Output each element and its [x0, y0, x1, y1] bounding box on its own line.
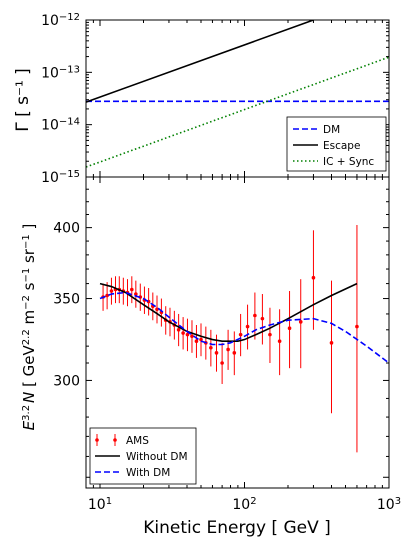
spectrum-x-tick-label: 103 — [377, 496, 401, 514]
ams-data-point — [185, 332, 190, 337]
spectrum-legend-label: With DM — [126, 467, 170, 479]
spectrum-legend-label: AMS — [126, 435, 149, 447]
spectrum-legend-swatch — [95, 438, 99, 442]
spectrum-series-layer — [99, 224, 389, 453]
spectrum-x-tick-labels: 101 102 103 — [88, 496, 401, 514]
ams-data-point — [253, 313, 257, 318]
ams-data-point — [245, 324, 250, 329]
ams-data-point — [190, 334, 194, 339]
rate-panel: 10−15 10−14 10−13 10−12 Γ [ s⁻¹ ] DM Escape I… — [13, 12, 390, 187]
ams-data-point — [277, 339, 282, 343]
ams-data-point — [311, 275, 316, 280]
escape-rate-line — [86, 20, 314, 103]
spectrum-y-axis-label: E3.2N [ GeV2.2 m−2 s−1 sr−1 ] — [20, 224, 38, 431]
spectrum-panel: 300 350 400 101 102 103 E3.2N [ GeV2.2 m−2 s… — [20, 176, 401, 538]
ams-data-point — [199, 337, 203, 342]
spectrum-axis-ticks — [85, 176, 390, 488]
rate-legend-label: Escape — [323, 140, 360, 152]
rate-y-axis-label: Γ [ s⁻¹ ] — [13, 68, 33, 132]
rate-legend-box — [286, 116, 387, 172]
ams-data-point — [329, 341, 334, 345]
spectrum-y-tick-label: 400 — [53, 221, 80, 237]
spectrum-x-tick-label: 101 — [88, 496, 112, 514]
ams-data-point — [355, 324, 359, 329]
rate-legend-label: DM — [323, 124, 340, 136]
ams-data-point — [260, 316, 265, 321]
rate-y-tick-label: 10−13 — [41, 64, 80, 82]
ams-data-point — [268, 332, 272, 337]
rate-y-tick-label: 10−12 — [41, 12, 80, 30]
spectrum-y-tick-label: 300 — [53, 373, 80, 389]
rate-legend-label: IC + Sync — [323, 156, 374, 168]
ams-data-point — [226, 347, 230, 352]
ams-data-point — [105, 293, 109, 298]
ams-data-point — [238, 332, 243, 337]
ams-data-point — [181, 331, 185, 335]
ams-data-point — [209, 346, 213, 350]
without-dm-line — [99, 282, 358, 342]
rate-legend: DM Escape IC + Sync — [286, 116, 387, 172]
spectrum-y-tick-label: 350 — [53, 292, 80, 308]
spectrum-legend-label: Without DM — [126, 451, 188, 463]
ic-sync-rate-line — [86, 56, 389, 168]
spectrum-x-axis-label: Kinetic Energy [ GeV ] — [143, 518, 331, 538]
spectrum-legend-swatch — [113, 438, 117, 442]
ams-data-point — [176, 328, 181, 332]
ams-data-point — [155, 307, 159, 312]
ams-data-point — [287, 326, 292, 330]
ams-data-point — [194, 339, 199, 343]
ams-data-point — [298, 320, 303, 324]
rate-y-tick-labels: 10−15 10−14 10−13 10−12 — [41, 12, 80, 187]
ams-data-point — [232, 351, 237, 355]
spectrum-legend: AMS Without DM With DM — [89, 427, 197, 485]
ams-data-point — [130, 287, 134, 292]
rate-series-layer — [86, 20, 389, 168]
ams-data-point — [220, 361, 224, 365]
rate-y-tick-label: 10−15 — [41, 169, 80, 187]
rate-y-tick-label: 10−14 — [41, 116, 80, 134]
ams-data-point — [214, 351, 219, 355]
ams-data-point — [109, 289, 114, 293]
with-dm-line — [99, 291, 389, 364]
spectrum-y-tick-labels: 300 350 400 — [53, 221, 80, 390]
spectrum-x-tick-label: 102 — [232, 496, 256, 514]
